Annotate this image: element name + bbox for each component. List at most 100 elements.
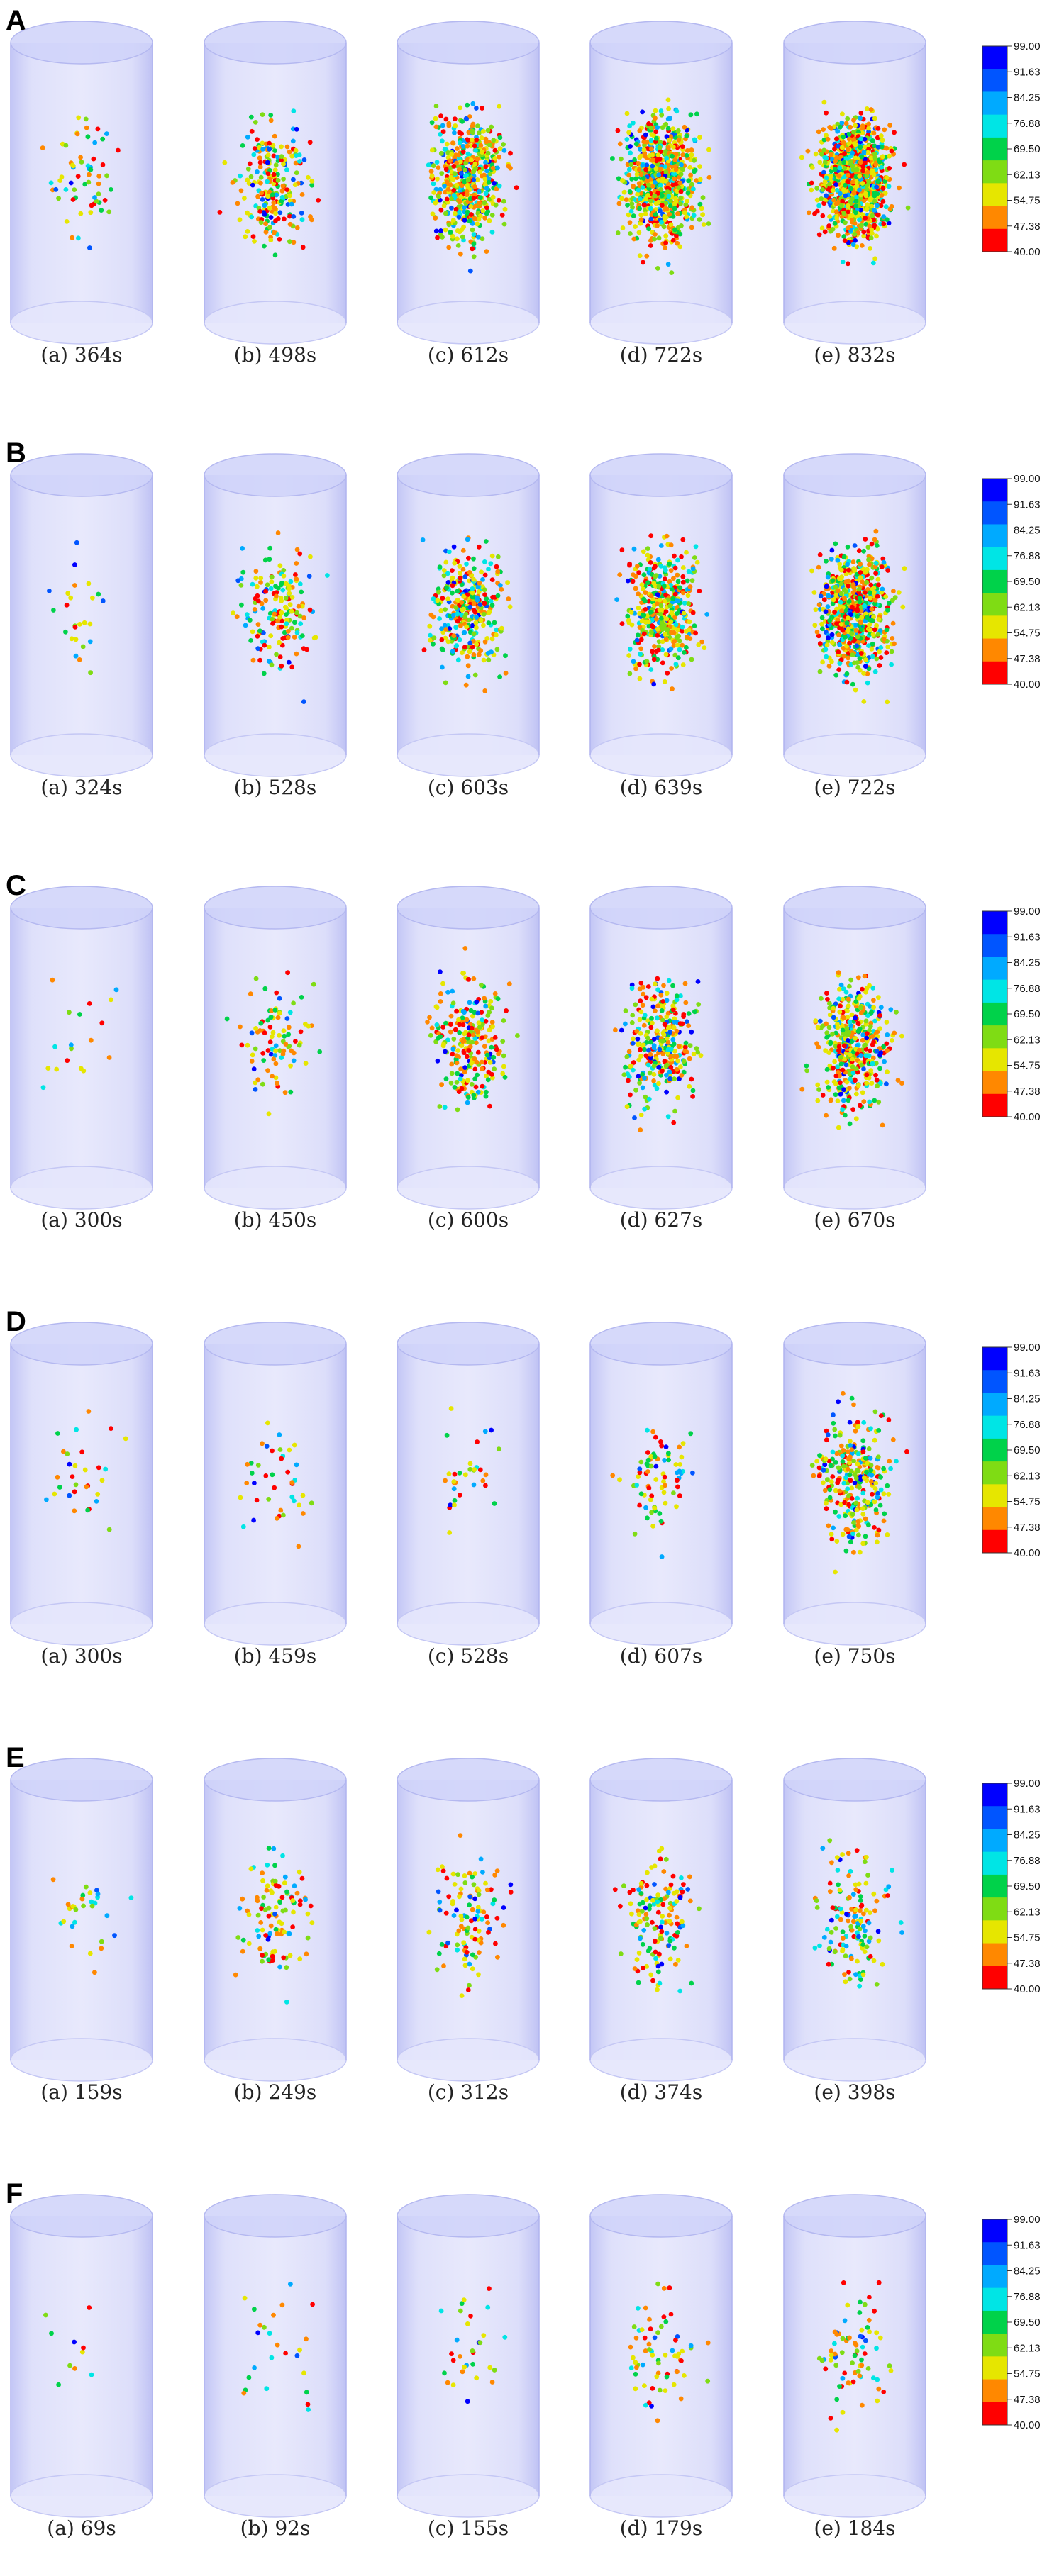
ae-point — [458, 1076, 463, 1082]
ae-point — [643, 132, 648, 138]
ae-point — [271, 153, 277, 159]
time-caption: (e) 722s — [814, 776, 895, 799]
ae-point — [664, 155, 669, 161]
ae-point — [889, 148, 894, 154]
ae-points — [40, 115, 121, 250]
ae-point — [471, 177, 477, 183]
ae-point — [265, 1017, 271, 1023]
ae-point — [838, 191, 843, 196]
ae-point — [691, 186, 696, 192]
ae-point — [245, 229, 250, 234]
ae-point — [672, 227, 677, 233]
ae-point — [467, 218, 472, 224]
ae-point — [636, 167, 642, 172]
ae-point — [469, 212, 474, 217]
colorbar-tick-label: 40.00 — [1014, 679, 1041, 691]
ae-point — [631, 546, 637, 552]
ae-point — [474, 137, 480, 143]
ae-point — [514, 185, 519, 191]
ae-point — [455, 1071, 460, 1076]
ae-point — [835, 588, 841, 593]
ae-point — [889, 649, 894, 654]
ae-point — [663, 245, 668, 250]
ae-point — [623, 1064, 628, 1070]
ae-point — [641, 176, 646, 181]
ae-point — [853, 238, 858, 243]
ae-point — [634, 172, 640, 177]
ae-point — [654, 1015, 660, 1021]
ae-point — [94, 199, 99, 204]
ae-point — [886, 184, 892, 189]
ae-point — [863, 657, 869, 662]
ae-point — [489, 124, 494, 130]
ae-point — [438, 132, 443, 137]
ae-point — [660, 1039, 665, 1044]
ae-point — [248, 618, 253, 623]
ae-point — [453, 206, 459, 212]
ae-point — [653, 573, 659, 578]
ae-point — [482, 559, 487, 564]
ae-point — [282, 1090, 288, 1095]
ae-point — [881, 559, 887, 565]
ae-point — [76, 235, 81, 241]
ae-point — [258, 580, 263, 585]
colorbar-tick-label: 62.13 — [1014, 601, 1041, 613]
ae-point — [897, 185, 902, 191]
ae-point — [234, 614, 240, 620]
ae-point — [836, 233, 841, 238]
ae-point — [689, 578, 695, 584]
ae-point — [265, 152, 271, 158]
ae-point — [816, 203, 821, 208]
ae-point — [253, 1046, 258, 1052]
ae-point — [461, 1050, 467, 1055]
ae-point — [689, 205, 695, 211]
ae-point — [820, 659, 825, 665]
ae-point — [481, 623, 486, 628]
ae-point — [645, 552, 650, 558]
ae-point — [461, 971, 466, 976]
ae-point — [486, 610, 492, 615]
ae-point — [499, 212, 505, 218]
ae-point — [262, 1030, 267, 1035]
ae-point — [872, 208, 877, 213]
ae-point — [809, 187, 814, 193]
colorbar-segment — [982, 160, 1007, 184]
ae-point — [872, 116, 877, 121]
ae-point — [646, 1096, 652, 1102]
ae-point — [852, 141, 858, 147]
colorbar-tick-label: 62.13 — [1014, 169, 1041, 181]
ae-point — [849, 217, 855, 223]
ae-point — [857, 173, 863, 179]
ae-point — [69, 636, 74, 642]
ae-point — [284, 606, 289, 611]
ae-point — [851, 566, 857, 571]
ae-point — [96, 191, 101, 196]
ae-point — [674, 993, 680, 998]
ae-point — [679, 162, 684, 167]
ae-point — [821, 127, 826, 133]
ae-point — [891, 589, 896, 594]
ae-point — [486, 176, 492, 182]
ae-point — [843, 635, 848, 640]
cylinder-specimen — [397, 886, 540, 1210]
ae-point — [470, 101, 476, 106]
ae-point — [641, 1022, 647, 1028]
ae-point — [653, 1008, 658, 1013]
ae-point — [892, 641, 897, 647]
ae-point — [86, 581, 92, 586]
ae-point — [85, 134, 91, 140]
ae-point — [436, 165, 441, 171]
ae-point — [453, 643, 459, 649]
ae-point — [492, 147, 498, 153]
ae-point — [486, 657, 492, 663]
ae-point — [487, 1060, 493, 1065]
ae-point — [466, 177, 471, 183]
ae-point — [686, 1023, 692, 1028]
ae-point — [239, 602, 244, 608]
ae-point — [636, 606, 641, 610]
ae-point — [648, 198, 653, 203]
ae-point — [799, 1086, 805, 1092]
ae-point — [631, 184, 636, 189]
ae-point — [694, 178, 699, 183]
ae-point — [863, 537, 868, 542]
